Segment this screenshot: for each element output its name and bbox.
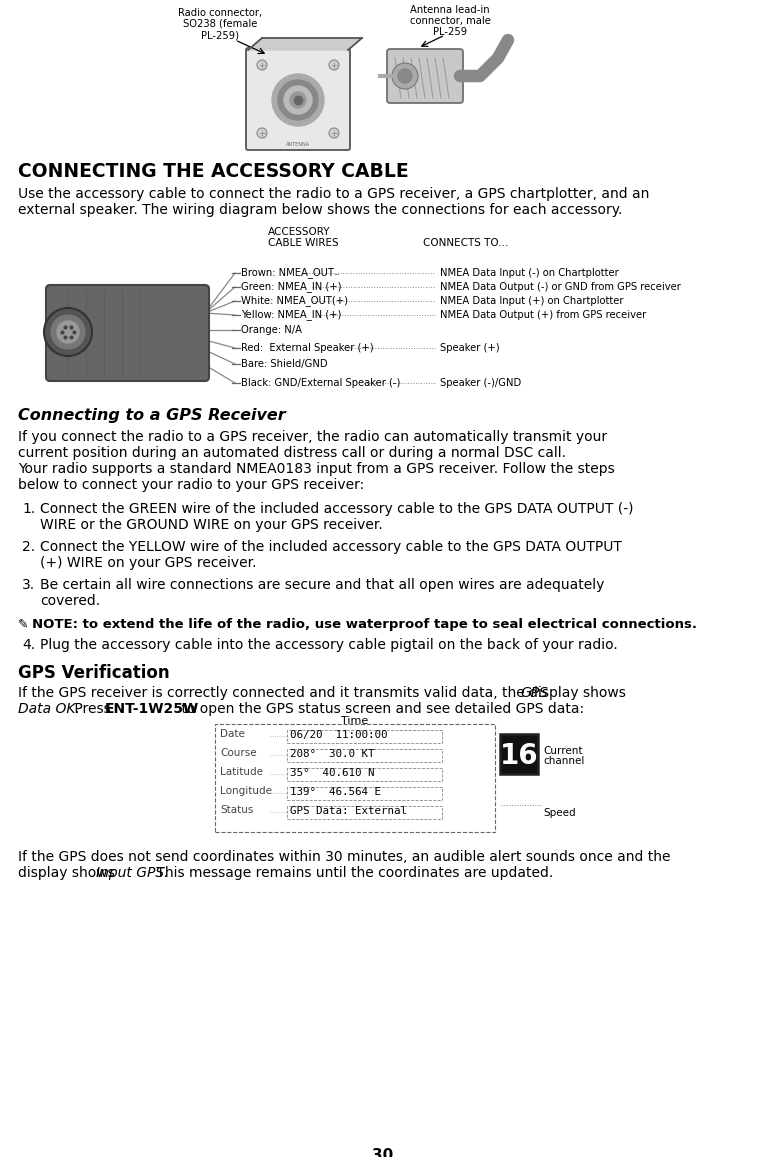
Text: Data OK.: Data OK. [18, 702, 80, 716]
Text: Black: GND/External Speaker (-): Black: GND/External Speaker (-) [241, 378, 400, 388]
Text: Time: Time [341, 716, 369, 725]
Text: If the GPS does not send coordinates within 30 minutes, an audible alert sounds : If the GPS does not send coordinates wit… [18, 850, 670, 864]
Text: NMEA Data Output (+) from GPS receiver: NMEA Data Output (+) from GPS receiver [440, 310, 647, 320]
Text: Green: NMEA_IN (+): Green: NMEA_IN (+) [241, 281, 341, 293]
Text: This message remains until the coordinates are updated.: This message remains until the coordinat… [152, 865, 553, 880]
Text: 06/20  11:00:00: 06/20 11:00:00 [290, 730, 387, 740]
FancyBboxPatch shape [287, 730, 442, 743]
Circle shape [392, 62, 418, 89]
Text: Longitude: Longitude [220, 786, 272, 796]
Text: GPS Verification: GPS Verification [18, 664, 170, 681]
Text: GPS Data: External: GPS Data: External [290, 806, 407, 816]
Text: Latitude: Latitude [220, 767, 263, 778]
Text: ENT-1W25W: ENT-1W25W [105, 702, 199, 716]
Text: Orange: N/A: Orange: N/A [241, 325, 302, 336]
Text: Connect the GREEN wire of the included accessory cable to the GPS DATA OUTPUT (-: Connect the GREEN wire of the included a… [40, 502, 634, 516]
Text: Use the accessory cable to connect the radio to a GPS receiver, a GPS chartplott: Use the accessory cable to connect the r… [18, 187, 650, 201]
Circle shape [278, 80, 318, 120]
Text: NMEA Data Input (+) on Chartplotter: NMEA Data Input (+) on Chartplotter [440, 296, 624, 305]
Text: to open the GPS status screen and see detailed GPS data:: to open the GPS status screen and see de… [177, 702, 584, 716]
Text: Plug the accessory cable into the accessory cable pigtail on the back of your ra: Plug the accessory cable into the access… [40, 638, 617, 653]
Text: White: NMEA_OUT(+): White: NMEA_OUT(+) [241, 295, 348, 307]
Text: external speaker. The wiring diagram below shows the connections for each access: external speaker. The wiring diagram bel… [18, 202, 622, 218]
Text: display shows: display shows [18, 865, 119, 880]
Text: CONNECTING THE ACCESSORY CABLE: CONNECTING THE ACCESSORY CABLE [18, 162, 409, 180]
Text: (+) WIRE on your GPS receiver.: (+) WIRE on your GPS receiver. [40, 557, 256, 570]
Text: connector, male: connector, male [410, 16, 490, 25]
Text: If you connect the radio to a GPS receiver, the radio can automatically transmit: If you connect the radio to a GPS receiv… [18, 430, 607, 444]
Circle shape [329, 60, 339, 71]
Text: Current: Current [543, 746, 582, 756]
Circle shape [257, 60, 267, 71]
Text: 30: 30 [372, 1148, 393, 1157]
Circle shape [329, 128, 339, 138]
Text: Course: Course [220, 747, 257, 758]
Text: 2.: 2. [22, 540, 35, 554]
Text: ANTENNA: ANTENNA [286, 142, 310, 147]
Polygon shape [248, 38, 362, 50]
Circle shape [51, 315, 85, 349]
Text: 3.: 3. [22, 578, 35, 592]
Text: 208°  30.0 KT: 208° 30.0 KT [290, 749, 374, 759]
Text: 4.: 4. [22, 638, 35, 653]
Text: Brown: NMEA_OUT₋: Brown: NMEA_OUT₋ [241, 267, 339, 279]
Circle shape [44, 308, 92, 356]
Text: WIRE or the GROUND WIRE on your GPS receiver.: WIRE or the GROUND WIRE on your GPS rece… [40, 518, 383, 532]
Circle shape [272, 74, 324, 126]
Text: Status: Status [220, 805, 253, 815]
Text: 1.: 1. [22, 502, 35, 516]
Circle shape [257, 128, 267, 138]
FancyBboxPatch shape [287, 749, 442, 762]
Text: CONNECTS TO...: CONNECTS TO... [423, 238, 509, 248]
Circle shape [290, 93, 306, 108]
Text: Speaker (-)/GND: Speaker (-)/GND [440, 378, 522, 388]
Circle shape [284, 86, 312, 115]
Text: ✎: ✎ [18, 618, 28, 631]
Text: If the GPS receiver is correctly connected and it transmits valid data, the disp: If the GPS receiver is correctly connect… [18, 686, 630, 700]
Text: Press: Press [70, 702, 115, 716]
Text: Radio connector,: Radio connector, [178, 8, 262, 19]
Text: Antenna lead-in: Antenna lead-in [410, 5, 490, 15]
FancyBboxPatch shape [287, 768, 442, 781]
FancyBboxPatch shape [387, 49, 463, 103]
FancyBboxPatch shape [246, 47, 350, 150]
Text: ACCESSORY: ACCESSORY [268, 227, 331, 237]
Text: Connecting to a GPS Receiver: Connecting to a GPS Receiver [18, 408, 285, 423]
Text: covered.: covered. [40, 594, 100, 607]
Text: below to connect your radio to your GPS receiver:: below to connect your radio to your GPS … [18, 478, 364, 492]
FancyBboxPatch shape [215, 724, 495, 832]
Text: Yellow: NMEA_IN (+): Yellow: NMEA_IN (+) [241, 310, 341, 320]
Text: Be certain all wire connections are secure and that all open wires are adequatel: Be certain all wire connections are secu… [40, 578, 604, 592]
Text: Bare: Shield/GND: Bare: Shield/GND [241, 359, 328, 369]
Text: NOTE: to extend the life of the radio, use waterproof tape to seal electrical co: NOTE: to extend the life of the radio, u… [32, 618, 697, 631]
Text: current position during an automated distress call or during a normal DSC call.: current position during an automated dis… [18, 445, 566, 460]
Text: NMEA Data Input (-) on Chartplotter: NMEA Data Input (-) on Chartplotter [440, 268, 619, 278]
Text: Speaker (+): Speaker (+) [440, 342, 499, 353]
FancyBboxPatch shape [46, 285, 209, 381]
FancyBboxPatch shape [287, 787, 442, 799]
Text: Date: Date [220, 729, 245, 739]
Text: 16: 16 [499, 742, 538, 771]
Circle shape [57, 320, 79, 342]
Text: Connect the YELLOW wire of the included accessory cable to the GPS DATA OUTPUT: Connect the YELLOW wire of the included … [40, 540, 622, 554]
FancyBboxPatch shape [500, 734, 538, 774]
Text: PL-259): PL-259) [201, 30, 239, 40]
Text: Red:  External Speaker (+): Red: External Speaker (+) [241, 342, 374, 353]
FancyBboxPatch shape [287, 806, 442, 819]
Circle shape [398, 69, 412, 83]
Text: Your radio supports a standard NMEA0183 input from a GPS receiver. Follow the st: Your radio supports a standard NMEA0183 … [18, 462, 614, 476]
Text: 35°  40.610 N: 35° 40.610 N [290, 768, 374, 778]
Text: CABLE WIRES: CABLE WIRES [268, 238, 338, 248]
Text: PL-259: PL-259 [433, 27, 467, 37]
Text: NMEA Data Output (-) or GND from GPS receiver: NMEA Data Output (-) or GND from GPS rec… [440, 282, 681, 292]
Text: Input GPS.: Input GPS. [96, 865, 169, 880]
Text: GPS: GPS [520, 686, 548, 700]
Text: channel: channel [543, 756, 584, 766]
Text: Speed: Speed [543, 808, 575, 818]
Text: SO238 (female: SO238 (female [183, 19, 257, 29]
Text: 139°  46.564 E: 139° 46.564 E [290, 787, 381, 797]
